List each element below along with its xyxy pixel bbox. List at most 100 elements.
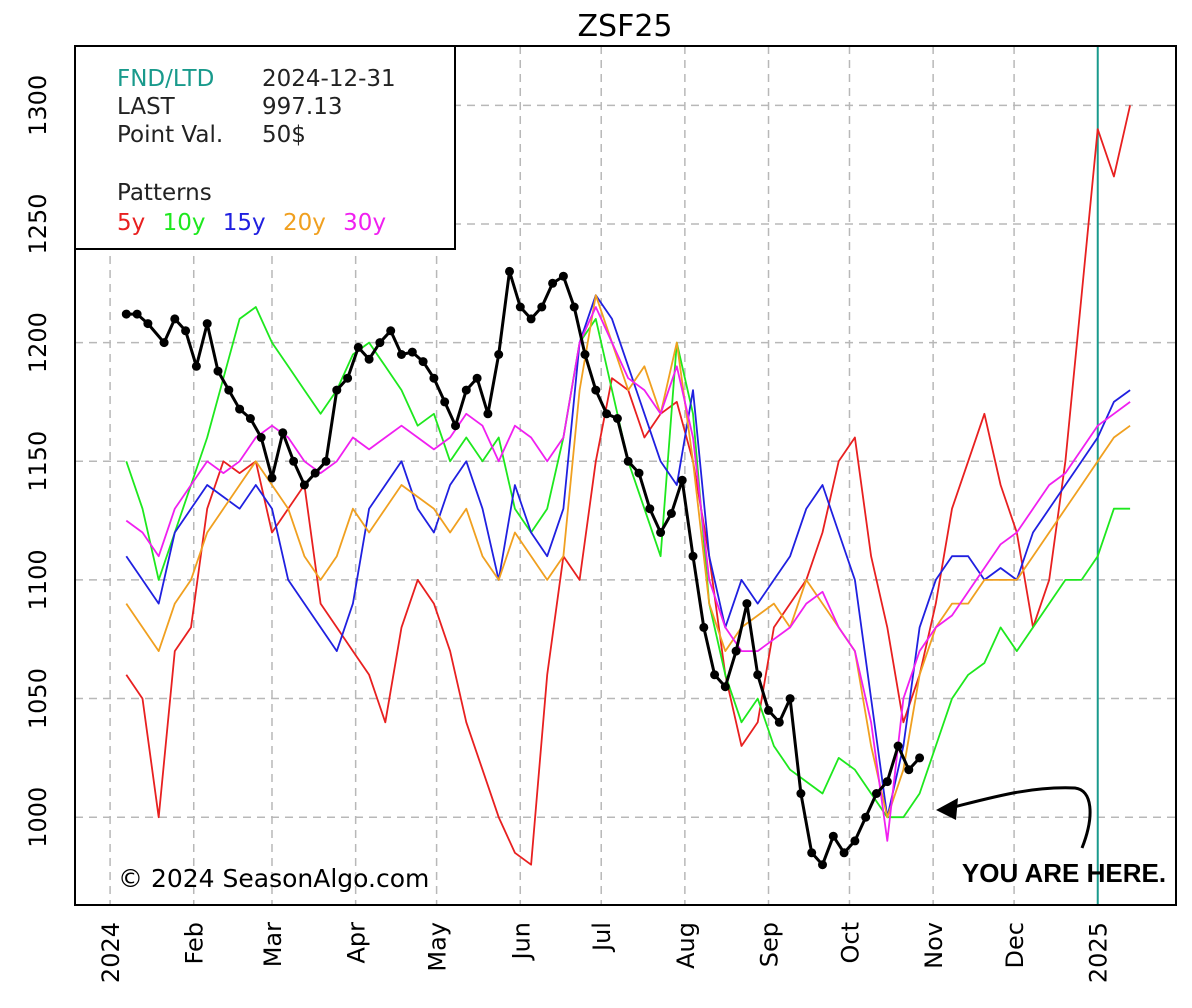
legend-30y: 30y xyxy=(343,210,386,236)
price-point xyxy=(343,373,353,383)
price-point xyxy=(537,302,547,312)
x-tick-label: Dec xyxy=(1001,922,1029,968)
price-point xyxy=(796,789,806,798)
price-point xyxy=(256,433,266,442)
price-point xyxy=(353,342,363,352)
price-point xyxy=(451,421,460,431)
price-point xyxy=(278,428,288,438)
price-point xyxy=(245,414,255,423)
y-axis-tick-labels: 1000 1050 1100 1150 1200 1250 1300 xyxy=(24,75,52,848)
price-point xyxy=(332,385,342,395)
x-tick-label: 2024 xyxy=(97,922,125,983)
price-point xyxy=(634,468,644,478)
price-point xyxy=(915,753,925,763)
price-point xyxy=(602,409,612,419)
price-point xyxy=(418,357,428,367)
price-point xyxy=(731,646,741,656)
price-point xyxy=(893,741,903,751)
price-point xyxy=(235,404,245,414)
price-point xyxy=(143,319,153,329)
y-tick-label: 1150 xyxy=(24,431,52,492)
price-point xyxy=(623,456,633,466)
price-point xyxy=(159,338,169,348)
y-tick-label: 1100 xyxy=(24,549,52,610)
legend-10y: 10y xyxy=(163,210,206,236)
x-tick-label: Feb xyxy=(181,922,209,965)
price-point xyxy=(569,302,579,312)
price-point xyxy=(494,350,504,359)
price-point xyxy=(656,528,666,537)
series-line-15y xyxy=(125,294,1131,819)
price-point xyxy=(397,350,406,359)
price-point xyxy=(299,480,309,490)
patterns-label: Patterns xyxy=(117,180,212,206)
price-point xyxy=(742,599,752,609)
fnd-label: FND/LTD xyxy=(117,66,214,92)
arrow-icon xyxy=(949,786,1092,849)
price-point xyxy=(515,302,525,312)
x-tick-label: Sep xyxy=(756,922,784,967)
price-point xyxy=(429,373,439,383)
price-point xyxy=(440,397,450,407)
x-tick-label: Nov xyxy=(920,922,948,969)
price-point xyxy=(774,717,784,727)
price-point xyxy=(850,836,860,846)
price-point xyxy=(364,354,374,364)
price-point xyxy=(872,789,881,798)
x-tick-label: Mar xyxy=(259,922,287,967)
price-line xyxy=(126,269,921,867)
price-point xyxy=(666,509,676,518)
info-box: FND/LTD 2024-12-31 LAST 997.13 Point Val… xyxy=(74,45,456,250)
price-point xyxy=(386,326,396,336)
x-tick-label: Aug xyxy=(672,922,700,969)
price-point xyxy=(580,350,590,359)
y-tick-label: 1200 xyxy=(24,312,52,373)
price-point xyxy=(785,694,795,704)
price-point xyxy=(645,504,655,514)
price-point xyxy=(904,765,914,775)
price-point xyxy=(677,475,687,485)
x-axis-tick-labels: 2024 Feb Mar Apr May Jun Jul Aug Sep Oct Nov Dec 202… xyxy=(97,922,1113,983)
x-tick-label: Oct xyxy=(836,922,864,964)
price-point xyxy=(548,278,558,288)
price-point xyxy=(861,812,871,822)
price-point xyxy=(170,314,180,324)
arrowhead-icon xyxy=(936,798,958,820)
price-point xyxy=(720,682,730,692)
price-point xyxy=(807,848,817,858)
price-point xyxy=(213,366,223,376)
price-point xyxy=(224,385,234,395)
price-point xyxy=(710,670,720,680)
y-tick-label: 1250 xyxy=(24,193,52,254)
y-tick-label: 1300 xyxy=(24,75,52,136)
price-point xyxy=(321,456,331,466)
price-point xyxy=(882,777,892,787)
x-tick-label: Apr xyxy=(343,922,371,964)
y-tick-label: 1000 xyxy=(24,787,52,848)
x-tick-label: Jun xyxy=(507,922,535,962)
legend-5y: 5y xyxy=(117,210,145,236)
chart-title: ZSF25 xyxy=(577,9,672,44)
price-point xyxy=(191,361,201,371)
price-point xyxy=(181,326,191,336)
price-point xyxy=(267,473,277,483)
plot-frame xyxy=(74,45,1177,906)
x-tick-label: 2025 xyxy=(1085,922,1113,983)
fnd-value: 2024-12-31 xyxy=(262,66,396,92)
last-value: 997.13 xyxy=(262,94,342,120)
price-point xyxy=(558,271,568,281)
price-point xyxy=(526,314,536,324)
price-point xyxy=(764,705,773,715)
legend-15y: 15y xyxy=(223,210,266,236)
price-point xyxy=(699,622,709,632)
pointval-value: 50$ xyxy=(262,122,306,148)
series-line-20y xyxy=(125,294,1131,819)
price-point xyxy=(591,385,601,395)
price-point xyxy=(612,414,622,423)
series-line-10y xyxy=(125,306,1131,819)
price-series xyxy=(121,266,925,870)
price-point xyxy=(483,409,493,419)
price-point xyxy=(461,385,471,395)
price-point xyxy=(375,338,385,348)
